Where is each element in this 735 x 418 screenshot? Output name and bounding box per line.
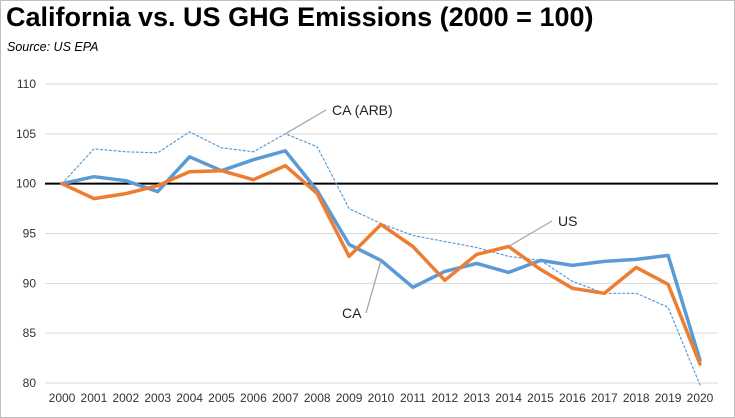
x-tick-label: 2002 bbox=[112, 391, 139, 405]
x-tick-label: 2007 bbox=[272, 391, 299, 405]
x-tick-label: 2019 bbox=[655, 391, 682, 405]
gridlines bbox=[45, 83, 718, 384]
annotation-leader bbox=[284, 109, 327, 135]
x-tick-label: 2012 bbox=[431, 391, 458, 405]
x-axis-ticks: 2000 2001 2002 2003 2004 2005 2006 2007 2008 2009… bbox=[49, 391, 714, 405]
x-tick-label: 2015 bbox=[527, 391, 554, 405]
chart-title: California vs. US GHG Emissions (2000 = … bbox=[6, 2, 594, 32]
x-tick-label: 2013 bbox=[463, 391, 490, 405]
series-lines bbox=[60, 131, 702, 386]
annotation-label: US bbox=[558, 213, 577, 229]
annotation-leader bbox=[365, 260, 382, 314]
series-line-ca bbox=[60, 149, 702, 362]
chart-source: Source: US EPA bbox=[7, 40, 99, 54]
x-tick-label: 2008 bbox=[304, 391, 331, 405]
x-tick-label: 2006 bbox=[240, 391, 267, 405]
x-tick-label: 2014 bbox=[495, 391, 522, 405]
y-tick-label: 110 bbox=[17, 77, 36, 91]
series-line-us bbox=[60, 163, 702, 366]
x-tick-label: 2009 bbox=[336, 391, 363, 405]
x-tick-label: 2016 bbox=[559, 391, 586, 405]
x-tick-label: 2004 bbox=[176, 391, 203, 405]
x-tick-label: 2018 bbox=[623, 391, 650, 405]
x-tick-label: 2000 bbox=[49, 391, 76, 405]
y-tick-label: 100 bbox=[16, 177, 36, 191]
x-tick-label: 2020 bbox=[687, 391, 714, 405]
y-tick-label: 85 bbox=[23, 326, 37, 340]
y-axis-ticks: 80 85 90 95 100 105 110 bbox=[16, 77, 36, 390]
x-tick-label: 2001 bbox=[81, 391, 108, 405]
y-tick-label: 90 bbox=[23, 276, 37, 290]
annotation-leader bbox=[508, 220, 553, 248]
x-tick-label: 2017 bbox=[591, 391, 618, 405]
x-tick-label: 2003 bbox=[144, 391, 171, 405]
x-tick-label: 2011 bbox=[400, 391, 426, 405]
annotations: CA (ARB) US CA bbox=[284, 102, 577, 321]
y-tick-label: 105 bbox=[16, 127, 36, 141]
x-tick-label: 2010 bbox=[368, 391, 395, 405]
y-tick-label: 80 bbox=[23, 376, 37, 390]
annotation-label: CA bbox=[342, 305, 362, 321]
x-tick-label: 2005 bbox=[208, 391, 235, 405]
y-tick-label: 95 bbox=[23, 227, 37, 241]
series-line-ca-arb bbox=[61, 131, 701, 386]
annotation-label: CA (ARB) bbox=[332, 102, 393, 118]
